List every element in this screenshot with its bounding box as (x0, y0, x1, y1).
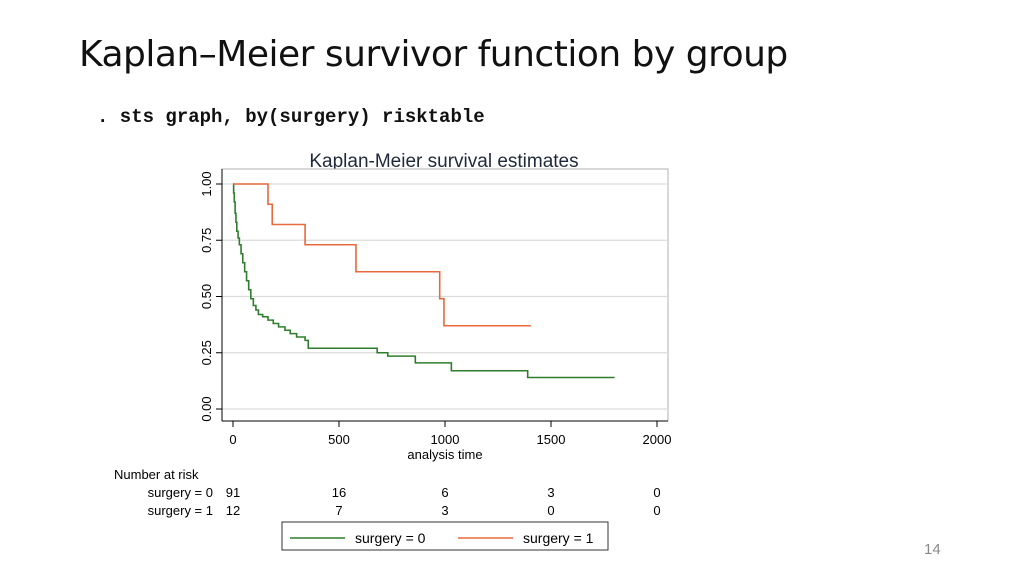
plot-background (221, 168, 669, 422)
y-tick-label: 1.00 (199, 171, 214, 196)
x-tick-label: 1000 (431, 432, 460, 447)
risk-row-label: surgery = 1 (148, 503, 213, 518)
legend-label-surgery-1: surgery = 1 (523, 530, 594, 546)
stata-command: . sts graph, by(surgery) risktable (97, 106, 485, 128)
y-tick-label: 0.75 (199, 228, 214, 253)
y-tick-label: 0.00 (199, 396, 214, 421)
risk-count: 6 (441, 485, 448, 500)
y-tick-label: 0.25 (199, 340, 214, 365)
risk-count: 0 (653, 503, 660, 518)
x-tick-label: 1500 (537, 432, 566, 447)
risk-count: 3 (441, 503, 448, 518)
series-line-surgery-0 (232, 183, 615, 379)
risk-count: 0 (547, 503, 554, 518)
legend-box (281, 521, 609, 551)
risk-count: 3 (547, 485, 554, 500)
series-line-surgery-1 (233, 183, 531, 327)
slide-title: Kaplan–Meier survivor function by group (79, 34, 788, 75)
risk-count: 12 (226, 503, 240, 518)
x-axis-label: analysis time (407, 447, 482, 462)
risk-count: 16 (332, 485, 346, 500)
x-tick-label: 0 (229, 432, 236, 447)
y-axis: 0.00 0.25 0.50 0.75 1.00 (199, 171, 222, 422)
x-axis: 0 500 1000 1500 2000 (229, 421, 671, 447)
gridlines (222, 183, 668, 410)
risk-table-title: Number at risk (114, 467, 199, 482)
legend: surgery = 0 surgery = 1 (281, 521, 609, 551)
risk-count: 91 (226, 485, 240, 500)
risk-table: surgery = 0 91 16 6 3 0 surgery = 1 12 7 3 0 0 (148, 485, 661, 518)
y-tick-label: 0.50 (199, 284, 214, 309)
slide-number: 14 (924, 541, 941, 558)
chart-title: Kaplan-Meier survival estimates (309, 151, 578, 172)
risk-count: 7 (335, 503, 342, 518)
survival-curves (232, 183, 615, 379)
x-tick-label: 500 (328, 432, 350, 447)
risk-count: 0 (653, 485, 660, 500)
legend-label-surgery-0: surgery = 0 (355, 530, 426, 546)
x-tick-label: 2000 (643, 432, 672, 447)
risk-row-label: surgery = 0 (148, 485, 213, 500)
